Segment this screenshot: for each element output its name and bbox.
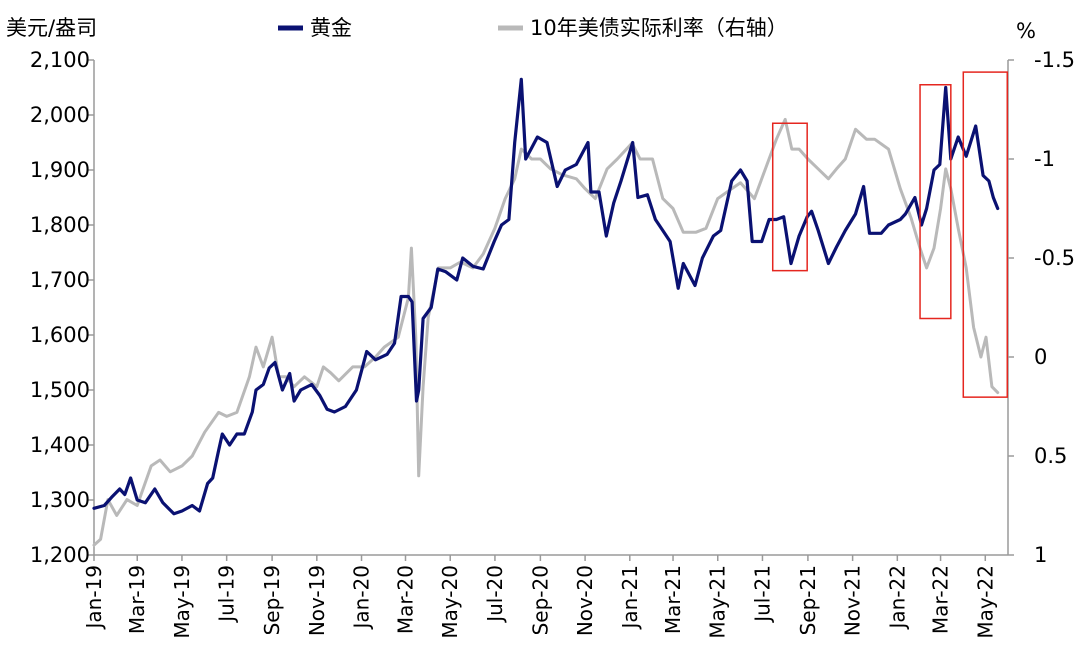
x-tick-label: Nov-19 (305, 565, 329, 636)
x-tick-label: Jan-22 (885, 565, 909, 631)
x-tick-label: Sep-21 (796, 565, 820, 635)
y-left-tick-label: 1,900 (30, 158, 90, 182)
x-tick-label: Jan-21 (618, 565, 642, 631)
highlight-boxes (771, 71, 1009, 398)
x-tick-label: May-21 (706, 565, 730, 639)
series-lines (92, 77, 1000, 547)
x-tick-labels: Jan-19 Mar-19 May-19 Jul-19 Sep-19 Nov-19 Jan-… (82, 565, 997, 639)
x-tick-label: May-19 (170, 565, 194, 639)
x-tick-label: Mar-19 (125, 565, 149, 634)
y-right-tick-label: -1 (1034, 147, 1055, 171)
x-tick-label: Mar-21 (661, 565, 685, 634)
real-rate-line (92, 117, 1000, 547)
y-right-tick-label: -0.5 (1034, 246, 1075, 270)
x-tick-label: Jul-20 (483, 565, 507, 624)
x-tick-label: Mar-20 (394, 565, 418, 634)
highlight-box (919, 84, 952, 320)
y-left-tick-label: 1,500 (30, 378, 90, 402)
x-tick-label: Nov-20 (573, 565, 597, 636)
legend-label-gold: 黄金 (310, 16, 352, 40)
y-left-tick-label: 1,200 (30, 543, 90, 567)
x-tick-label: Jan-19 (82, 565, 106, 631)
y-right-tick-label: 0 (1034, 345, 1047, 369)
y-right-tick-label: -1.5 (1034, 48, 1075, 72)
x-tick-label: Jul-19 (215, 565, 239, 624)
x-tick-label: May-20 (438, 565, 462, 639)
x-tick-label: Sep-20 (528, 565, 552, 635)
y-left-tick-label: 1,600 (30, 323, 90, 347)
axes (88, 59, 1014, 561)
x-tick-label: Jan-20 (350, 565, 374, 631)
y-left-tick-label: 2,000 (30, 103, 90, 127)
right-axis-title: % (1016, 19, 1036, 43)
y-left-tick-label: 2,100 (30, 48, 90, 72)
legend-label-real-rate: 10年美债实际利率（右轴） (530, 16, 788, 40)
y-left-tick-label: 1,300 (30, 488, 90, 512)
y-left-tick-label: 1,800 (30, 213, 90, 237)
legend: 黄金 10年美债实际利率（右轴） (278, 16, 788, 40)
gold-price-line (92, 77, 1000, 516)
y-left-tick-labels: 1,200 1,300 1,400 1,500 1,600 1,700 1,800 1,900… (30, 48, 90, 567)
highlight-box (771, 122, 808, 272)
highlight-box (962, 71, 1009, 398)
x-tick-label: Mar-22 (929, 565, 953, 634)
y-left-tick-label: 1,700 (30, 268, 90, 292)
x-tick-label: May-22 (973, 565, 997, 639)
x-tick-label: Nov-21 (841, 565, 865, 636)
y-right-tick-label: 0.5 (1034, 444, 1067, 468)
x-tick-label: Sep-19 (260, 565, 284, 635)
y-right-tick-label: 1 (1034, 543, 1047, 567)
y-right-tick-labels: 1 0.5 0 -0.5 -1 -1.5 (1034, 48, 1075, 567)
y-left-tick-label: 1,400 (30, 433, 90, 457)
x-tick-label: Jul-21 (750, 565, 774, 624)
left-axis-title: 美元/盎司 (6, 16, 97, 40)
